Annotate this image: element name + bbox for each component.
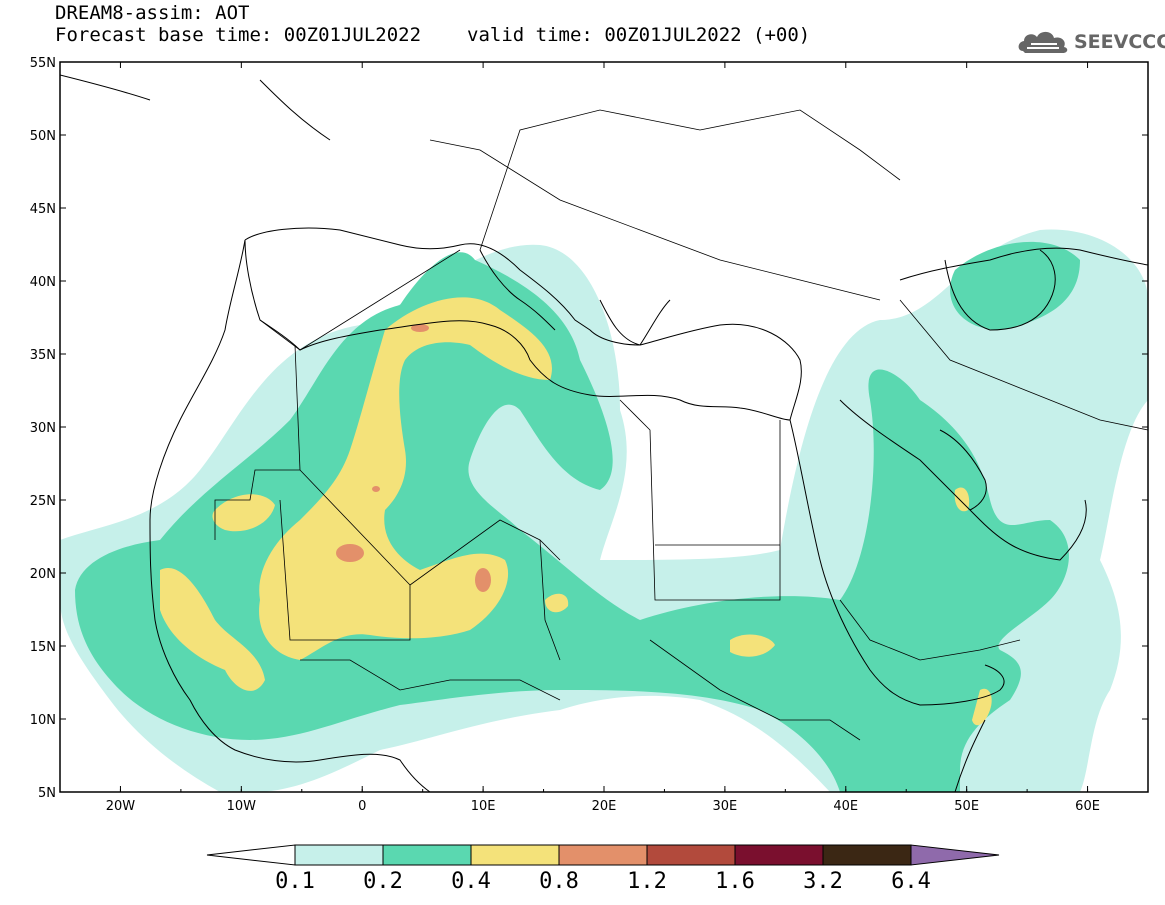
lat-axis: 5N 10N 15N 20N 25N 30N 35N 40N 45N 50N 55N bbox=[30, 56, 56, 801]
colorbar-level-label: 1.6 bbox=[715, 869, 755, 894]
chart-title: DREAM8-assim: AOT bbox=[55, 2, 250, 24]
aot-level-0.4-sudan bbox=[730, 634, 775, 657]
lat-tick-label: 30N bbox=[30, 421, 56, 436]
lon-tick-label: 10W bbox=[227, 799, 257, 814]
aot-level-0.8-niger bbox=[475, 568, 491, 592]
lon-axis: 20W 10W 0 10E 20E 30E 40E 50E 60E bbox=[106, 799, 1100, 814]
map-border bbox=[59, 61, 1149, 793]
aot-level-0.4-sahara bbox=[259, 297, 552, 660]
lat-tick-label: 15N bbox=[30, 640, 56, 655]
aot-level-0.8-algeria bbox=[411, 324, 429, 332]
lat-tick-label: 25N bbox=[30, 494, 56, 509]
colorbar-level-label: 0.2 bbox=[363, 869, 403, 894]
seevccc-logo: SEEVCCC bbox=[1017, 27, 1165, 57]
aot-level-0.2 bbox=[75, 252, 1069, 792]
lat-tick-label: 40N bbox=[30, 275, 56, 290]
cloud-icon bbox=[1018, 31, 1068, 53]
colorbar-low-arrow bbox=[206, 844, 296, 866]
colorbar-swatch bbox=[470, 844, 560, 866]
lon-tick-label: 50E bbox=[954, 799, 979, 814]
colorbar-swatch bbox=[382, 844, 472, 866]
lon-tick-label: 40E bbox=[833, 799, 858, 814]
aot-level-0.8-mali bbox=[336, 544, 364, 562]
base-time-label: Forecast base time: 00Z01JUL2022 bbox=[55, 24, 422, 46]
colorbar-level-label: 6.4 bbox=[891, 869, 931, 894]
lat-tick-label: 10N bbox=[30, 713, 56, 728]
lat-tick-label: 55N bbox=[30, 56, 56, 71]
lat-tick-label: 35N bbox=[30, 348, 56, 363]
aot-level-0.4-somalia bbox=[972, 688, 992, 726]
aot-level-0.4-chad bbox=[545, 593, 569, 613]
lon-tick-label: 20W bbox=[106, 799, 136, 814]
colorbar-swatch bbox=[558, 844, 648, 866]
lat-tick-label: 5N bbox=[38, 786, 56, 801]
lon-tick-label: 30E bbox=[713, 799, 738, 814]
aot-level-0.4-w2 bbox=[212, 494, 275, 532]
colorbar-swatch bbox=[646, 844, 736, 866]
aot-level-0.8-spot bbox=[372, 486, 380, 492]
lat-tick-label: 20N bbox=[30, 567, 56, 582]
colorbar-level-label: 0.1 bbox=[275, 869, 315, 894]
aot-level-0.4-west bbox=[160, 568, 265, 691]
lat-tick-label: 50N bbox=[30, 129, 56, 144]
lon-tick-label: 60E bbox=[1075, 799, 1100, 814]
colorbar-level-label: 3.2 bbox=[803, 869, 843, 894]
lat-tick-label: 45N bbox=[30, 202, 56, 217]
coastlines bbox=[60, 74, 1148, 792]
aot-level-0.2-caspian bbox=[950, 241, 1080, 330]
colorbar-swatch bbox=[294, 844, 384, 866]
colorbar-level-label: 0.4 bbox=[451, 869, 491, 894]
time-info: Forecast base time: 00Z01JUL2022 valid ti… bbox=[55, 24, 810, 46]
colorbar-level-label: 1.2 bbox=[627, 869, 667, 894]
colorbar-swatch bbox=[822, 844, 912, 866]
lon-tick-label: 0 bbox=[358, 799, 366, 814]
country-borders bbox=[214, 109, 1148, 741]
colorbar: 0.1 0.2 0.4 0.8 1.2 1.6 3.2 6.4 bbox=[206, 844, 1000, 894]
valid-time-label: valid time: 00Z01JUL2022 (+00) bbox=[467, 24, 811, 46]
aot-field bbox=[60, 74, 1148, 792]
lon-tick-label: 20E bbox=[592, 799, 617, 814]
colorbar-level-label: 0.8 bbox=[539, 869, 579, 894]
colorbar-high-arrow bbox=[910, 844, 1000, 866]
lon-tick-label: 10E bbox=[471, 799, 496, 814]
colorbar-swatch bbox=[734, 844, 824, 866]
